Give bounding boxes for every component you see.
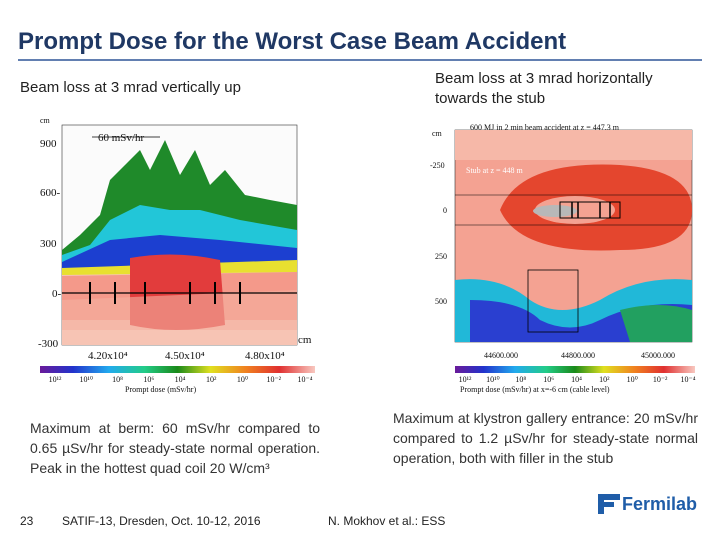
scale-label: 10¹⁰	[79, 375, 93, 384]
scale-label: 10¹⁰	[486, 375, 500, 384]
scale-label: 10⁰	[627, 375, 638, 384]
y-label: 0-	[52, 288, 62, 300]
y-unit: cm	[40, 116, 51, 125]
scale-label: 10⁻⁴	[297, 375, 312, 384]
y-label: 250	[435, 252, 447, 261]
stub-label: Stub at z = 448 m	[466, 166, 524, 175]
scale-label: 10¹²	[459, 375, 472, 384]
right-heading: Beam loss at 3 mrad horizontally towards…	[435, 70, 653, 107]
x-label: 4.50x10⁴	[165, 350, 205, 362]
event: SATIF-13, Dresden, Oct. 10-12, 2016	[62, 514, 261, 528]
scale-label: 10⁴	[571, 375, 582, 384]
right-image	[435, 129, 700, 393]
y-label: 500	[435, 297, 447, 306]
scale-title: Prompt dose (mSv/hr)	[125, 385, 196, 394]
y-label: 300	[40, 238, 57, 250]
logo: Fermilab	[598, 494, 697, 514]
scale-label: 10⁻²	[653, 375, 668, 384]
x-label: 44600.000	[484, 351, 518, 360]
y-label: -250	[430, 161, 445, 170]
x-label: 4.20x10⁴	[88, 350, 128, 362]
y-label: 600-	[40, 187, 61, 199]
page-number: 23	[20, 514, 34, 528]
scale-label: 10⁻⁴	[680, 375, 695, 384]
y-unit: cm	[432, 129, 443, 138]
scale-labels: 10¹² 10¹⁰ 10⁸ 10⁶ 10⁴ 10² 10⁰ 10⁻² 10⁻⁴	[459, 375, 696, 384]
right-caption: Maximum at klystron gallery entrance: 20…	[393, 410, 698, 466]
scale-label: 10²	[599, 375, 610, 384]
left-heading: Beam loss at 3 mrad vertically up	[20, 79, 241, 96]
scale-label: 10⁸	[112, 375, 123, 384]
scale-label: 10¹²	[49, 375, 62, 384]
scale-label: 10⁴	[175, 375, 186, 384]
annotation: 60 mSv/hr	[98, 132, 144, 144]
scale-label: 10⁶	[143, 375, 154, 384]
scale-labels: 10¹² 10¹⁰ 10⁸ 10⁶ 10⁴ 10² 10⁰ 10⁻² 10⁻⁴	[49, 375, 313, 384]
scale-title: Prompt dose (mSv/hr) at x=-6 cm (cable l…	[460, 385, 610, 394]
x-unit: cm	[298, 334, 312, 346]
y-label: 0	[443, 206, 447, 215]
scale-label: 10⁰	[237, 375, 248, 384]
author: N. Mokhov et al.: ESS	[328, 514, 446, 528]
x-label: 4.80x10⁴	[245, 350, 285, 362]
logo-text: Fermilab	[622, 494, 697, 514]
y-label: -300	[38, 338, 59, 350]
left-caption: Maximum at berm: 60 mSv/hr compared to 0…	[30, 420, 320, 476]
y-label: 900	[40, 138, 57, 150]
image-header: 600 MJ in 2 min beam accident at z = 447…	[470, 123, 620, 132]
scale-label: 10²	[206, 375, 217, 384]
scale-label: 10⁶	[543, 375, 554, 384]
x-label: 44800.000	[561, 351, 595, 360]
x-label: 45000.000	[641, 351, 675, 360]
scale-label: 10⁻²	[266, 375, 281, 384]
title: Prompt Dose for the Worst Case Beam Acci…	[18, 28, 567, 55]
scale-label: 10⁸	[515, 375, 526, 384]
left-image	[14, 124, 315, 393]
